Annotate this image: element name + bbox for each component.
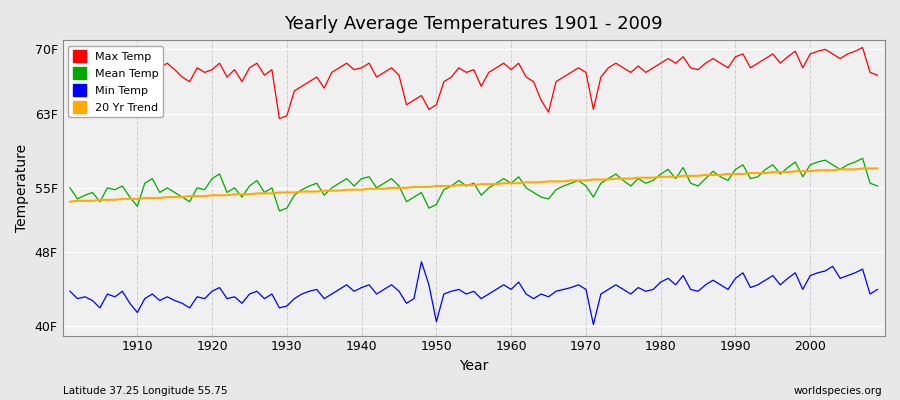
Text: Latitude 37.25 Longitude 55.75: Latitude 37.25 Longitude 55.75 <box>63 386 228 396</box>
X-axis label: Year: Year <box>459 359 489 373</box>
Title: Yearly Average Temperatures 1901 - 2009: Yearly Average Temperatures 1901 - 2009 <box>284 15 663 33</box>
Legend: Max Temp, Mean Temp, Min Temp, 20 Yr Trend: Max Temp, Mean Temp, Min Temp, 20 Yr Tre… <box>68 46 163 117</box>
Y-axis label: Temperature: Temperature <box>15 144 29 232</box>
Text: worldspecies.org: worldspecies.org <box>794 386 882 396</box>
